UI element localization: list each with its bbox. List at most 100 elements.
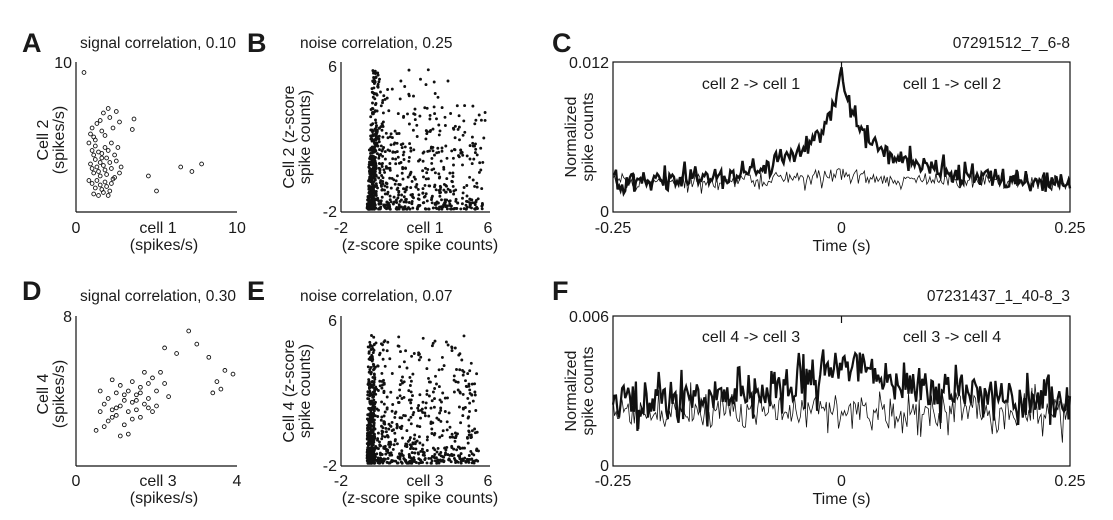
- scatter-point: [368, 345, 371, 349]
- scatter-point: [467, 429, 471, 433]
- scatter-point: [454, 436, 458, 440]
- scatter-point: [421, 400, 425, 404]
- scatter-point: [386, 148, 390, 152]
- scatter-point: [376, 82, 380, 86]
- scatter-point: [439, 406, 443, 410]
- scatter-point: [94, 178, 100, 183]
- scatter-point: [382, 391, 386, 395]
- scatter-point: [138, 414, 143, 420]
- scatter-point: [410, 179, 414, 183]
- scatter-point: [386, 457, 390, 460]
- scatter-point: [383, 444, 387, 448]
- scatter-point: [468, 369, 472, 373]
- scatter-point: [470, 201, 474, 205]
- scatter-point: [458, 457, 462, 461]
- panel-a-xtick-1: 10: [228, 220, 246, 237]
- scatter-point: [426, 167, 430, 171]
- scatter-point: [477, 170, 481, 174]
- scatter-point: [129, 399, 135, 405]
- scatter-point: [429, 128, 433, 132]
- scatter-point: [206, 354, 212, 360]
- scatter-point: [452, 390, 456, 394]
- scatter-point: [440, 106, 444, 110]
- scatter-point: [400, 452, 404, 456]
- scatter-point: [465, 194, 469, 198]
- scatter-point: [404, 197, 408, 201]
- scatter-point: [480, 204, 484, 208]
- scatter-point: [401, 207, 405, 211]
- scatter-point: [131, 116, 137, 122]
- scatter-point: [435, 117, 438, 121]
- scatter-point: [427, 207, 430, 211]
- panel-d-xlabel-2: (spikes/s): [130, 490, 198, 507]
- scatter-point: [439, 408, 443, 412]
- scatter-point: [479, 118, 483, 122]
- scatter-point: [384, 131, 388, 135]
- panel-c-annot-right: cell 1 -> cell 2: [903, 76, 1001, 93]
- scatter-point: [429, 422, 433, 425]
- scatter-point: [392, 195, 396, 199]
- scatter-point: [431, 206, 435, 210]
- scatter-point: [369, 393, 373, 397]
- scatter-point: [379, 202, 383, 206]
- scatter-point: [102, 145, 108, 150]
- scatter-point: [388, 357, 392, 361]
- scatter-point: [381, 176, 385, 180]
- scatter-point: [473, 382, 477, 386]
- scatter-point: [472, 157, 476, 161]
- scatter-point: [422, 195, 426, 199]
- scatter-point: [402, 195, 406, 199]
- scatter-point: [382, 402, 386, 406]
- scatter-point: [370, 128, 374, 132]
- scatter-point: [396, 461, 400, 465]
- scatter-point: [445, 156, 449, 160]
- scatter-point: [380, 184, 383, 188]
- scatter-point: [377, 156, 381, 160]
- scatter-point: [438, 184, 442, 188]
- scatter-point: [431, 145, 435, 149]
- scatter-point: [407, 389, 411, 393]
- scatter-point: [371, 385, 374, 389]
- scatter-point: [408, 375, 412, 379]
- scatter-point: [425, 438, 429, 442]
- scatter-point: [107, 160, 113, 165]
- scatter-point: [367, 419, 371, 422]
- scatter-point: [367, 457, 370, 461]
- scatter-point: [374, 192, 378, 196]
- scatter-point: [390, 87, 394, 91]
- scatter-point: [371, 395, 375, 399]
- scatter-point: [426, 435, 429, 439]
- scatter-point: [462, 186, 466, 189]
- scatter-point: [372, 343, 376, 347]
- scatter-point: [366, 423, 369, 427]
- scatter-point: [407, 453, 411, 456]
- panel-e-xtick-0: -2: [334, 473, 348, 490]
- scatter-point: [381, 101, 384, 105]
- panel-b-xlabel-1: cell 1: [406, 220, 443, 237]
- scatter-point: [434, 456, 438, 460]
- scatter-point: [97, 409, 103, 414]
- scatter-point: [105, 106, 111, 111]
- panel-e-xtick-1: 6: [484, 473, 493, 490]
- scatter-point: [383, 184, 387, 188]
- scatter-point: [417, 409, 421, 413]
- scatter-point: [368, 172, 372, 176]
- scatter-point: [450, 349, 454, 353]
- scatter-point: [374, 129, 378, 133]
- scatter-point: [418, 441, 422, 445]
- scatter-point: [408, 443, 412, 447]
- scatter-point: [376, 71, 380, 75]
- scatter-point: [389, 442, 393, 446]
- scatter-point: [372, 418, 376, 422]
- scatter-point: [428, 117, 432, 121]
- scatter-point: [464, 379, 467, 383]
- scatter-point: [374, 174, 378, 178]
- scatter-point: [373, 72, 377, 75]
- panel-c: C 07291512_7_6-8 0.012 0 -0.25 0 0.25 Ti…: [552, 28, 1086, 255]
- scatter-point: [371, 411, 375, 415]
- scatter-point: [88, 131, 93, 137]
- scatter-point: [222, 368, 228, 373]
- scatter-point: [408, 384, 412, 387]
- panel-letter-e: E: [247, 276, 265, 306]
- scatter-point: [166, 394, 171, 399]
